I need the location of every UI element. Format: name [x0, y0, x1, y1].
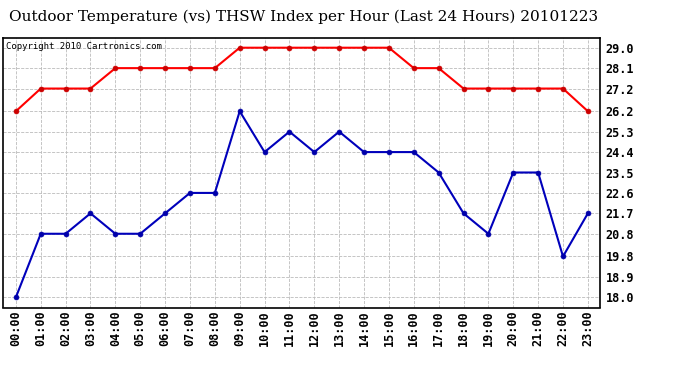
Text: Copyright 2010 Cartronics.com: Copyright 2010 Cartronics.com [6, 42, 162, 51]
Text: Outdoor Temperature (vs) THSW Index per Hour (Last 24 Hours) 20101223: Outdoor Temperature (vs) THSW Index per … [9, 9, 598, 24]
